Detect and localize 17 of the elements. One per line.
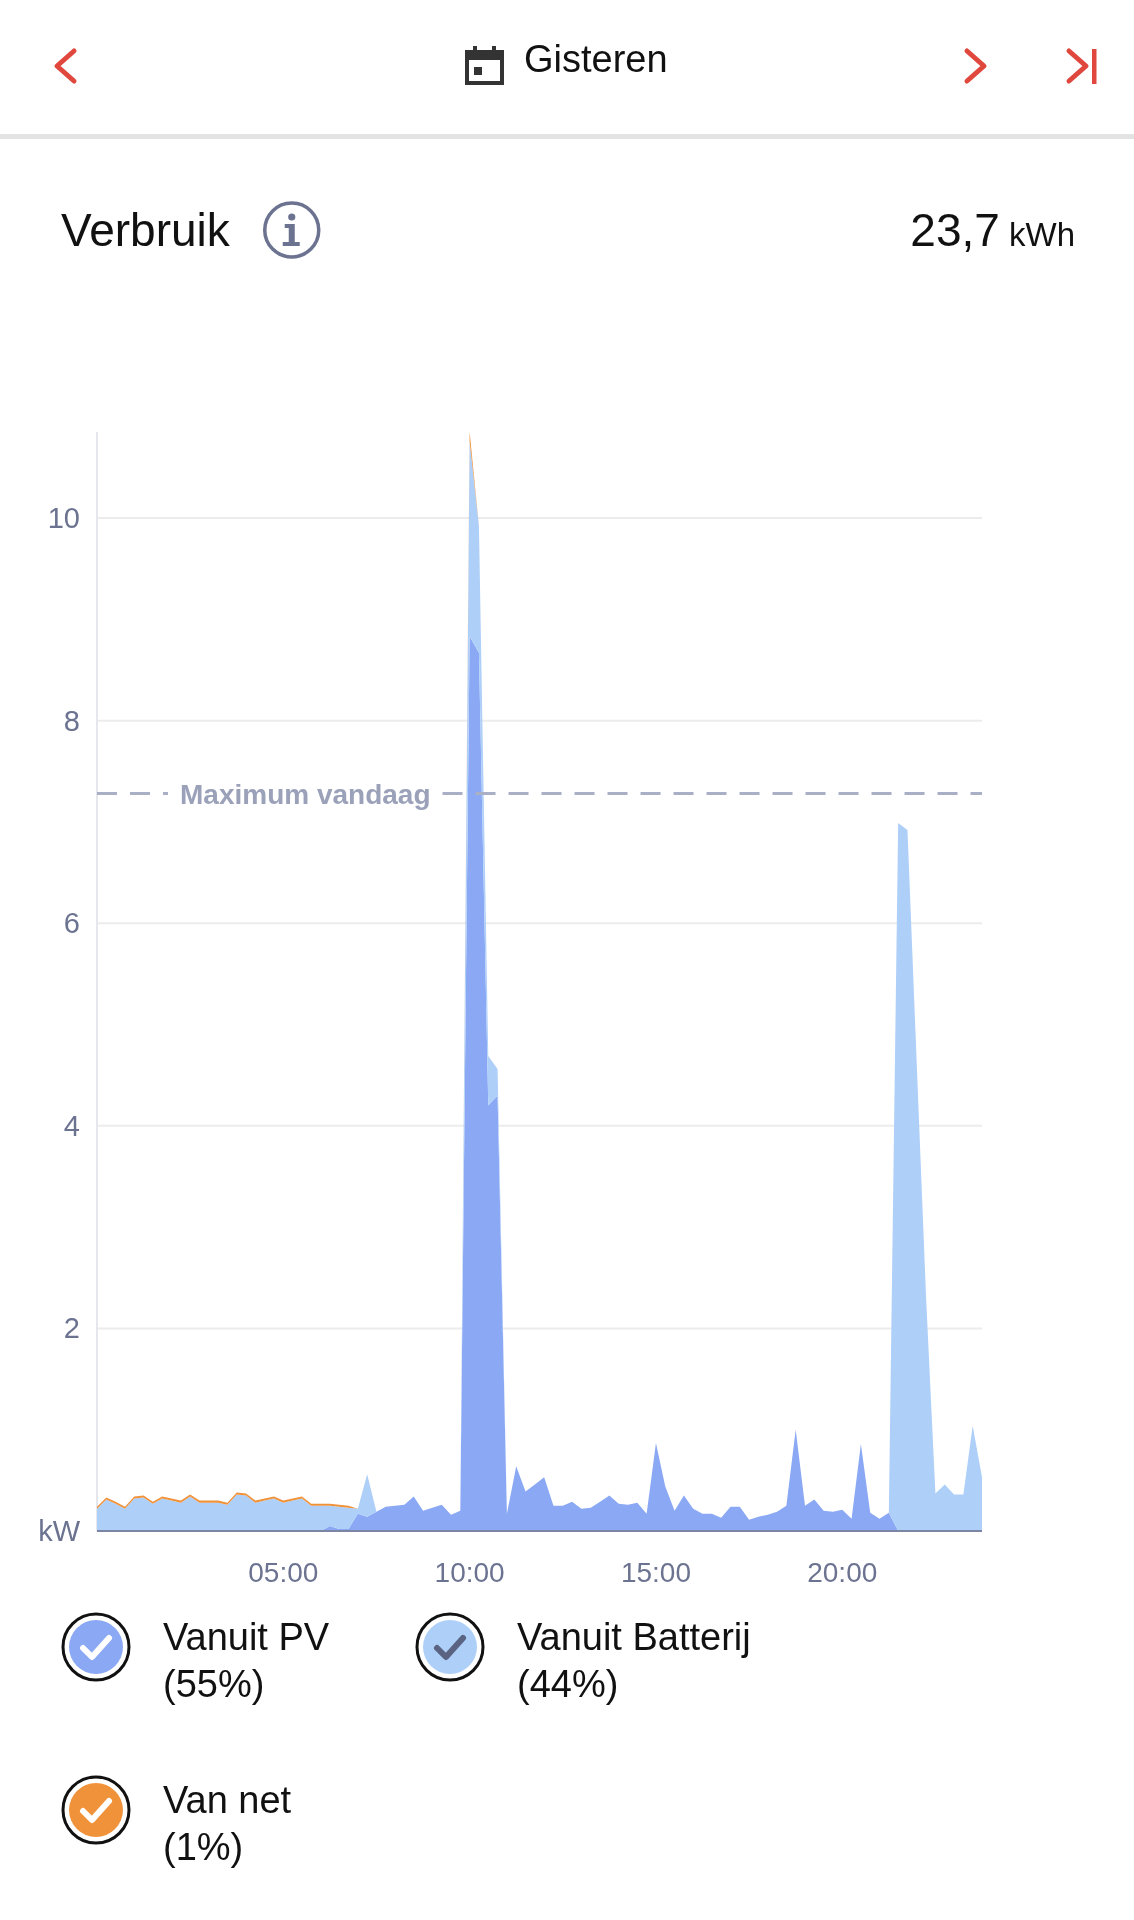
y-tick-label: 8 (63, 704, 80, 737)
y-tick-label: kW (38, 1515, 81, 1547)
y-tick-label: 2 (63, 1312, 80, 1345)
ref-line-label: Maximum vandaag (180, 778, 431, 810)
y-tick-label: 4 (63, 1109, 80, 1142)
legend-label: Van net (1%) (163, 1779, 292, 1868)
chart-subtitle: Gisteren (524, 38, 668, 80)
y-tick-label: 6 (63, 907, 80, 940)
y-tick-label: 10 (47, 502, 80, 535)
x-tick-label: 05:00 (248, 1556, 319, 1588)
text: 23,7 kWh (910, 204, 1075, 256)
legend-label: Vanuit PV (55%) (163, 1616, 330, 1705)
x-tick-label: 15:00 (620, 1556, 691, 1588)
x-tick-label: 20:00 (807, 1556, 878, 1588)
legend-label: Vanuit Batterij (44%) (517, 1616, 751, 1705)
x-tick-label: 10:00 (434, 1556, 505, 1588)
chart-title: Verbruik (61, 204, 231, 256)
